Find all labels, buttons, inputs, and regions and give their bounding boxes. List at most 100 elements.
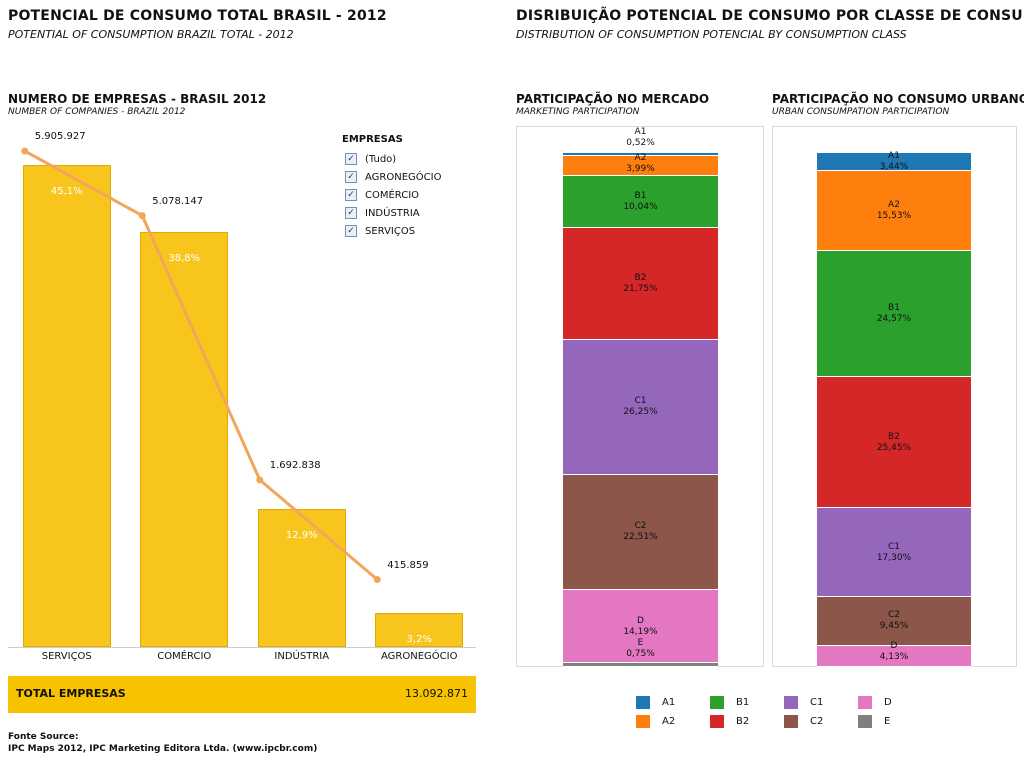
right-subtitle: DISTRIBUTION OF CONSUMPTION POTENCIAL BY… (516, 28, 907, 41)
legend-item-D: D (858, 696, 892, 709)
segment-class: A1 (634, 127, 647, 137)
checkbox-checked-icon[interactable]: ✓ (345, 171, 357, 183)
legend-item-E: E (858, 715, 890, 728)
segment-label: B1 10,04% (563, 191, 718, 213)
x-axis-line (8, 647, 476, 648)
filter-option-label: AGRONEGÓCIO (365, 171, 442, 183)
legend-label: B1 (736, 697, 750, 708)
segment-label: A1 3,44% (817, 151, 971, 173)
legend-label: E (884, 716, 891, 727)
x-tick-label: COMÉRCIO (157, 651, 212, 662)
bar-percent-label: 12,9% (285, 530, 318, 542)
legend-item-C1: C1 (784, 696, 823, 709)
segment-class: C1 (634, 396, 647, 407)
legend-item-B2: B2 (710, 715, 749, 728)
count-value-label: 415.859 (387, 559, 429, 571)
segment-class: D (637, 615, 644, 626)
urban-chart-title: PARTICIPAÇÃO NO CONSUMO URBANO (772, 92, 1024, 106)
companies-chart-title: NUMERO DE EMPRESAS - BRASIL 2012 (8, 92, 267, 106)
segment-D (563, 590, 718, 664)
segment-label: A1 0,52% (563, 127, 718, 149)
x-tick-label: SERVIÇOS (41, 651, 92, 662)
filter-option-label: COMÉRCIO (365, 189, 420, 201)
bar-0: 45,1% (22, 165, 111, 647)
bar-1: 38,8% (140, 232, 229, 647)
segment-label: C2 9,45% (817, 610, 971, 632)
segment-class: C2 (887, 610, 900, 621)
segment-value: 0,75% (626, 649, 655, 659)
segment-value: 3,99% (626, 164, 655, 174)
x-tick-label: AGRONEGÓCIO (381, 651, 458, 662)
legend-swatch (858, 696, 872, 709)
filter-option[interactable]: ✓ AGRONEGÓCIO (345, 171, 441, 183)
segment-label: B2 25,45% (817, 432, 971, 454)
count-point-0 (21, 147, 29, 155)
segment-value: 17,30% (876, 552, 912, 563)
total-value: 13.092.871 (405, 687, 468, 700)
segment-class: A2 (634, 153, 647, 163)
segment-C2 (563, 474, 718, 591)
legend-item-C2: C2 (784, 715, 823, 728)
legend-swatch (636, 696, 650, 709)
segment-B2 (817, 377, 971, 509)
count-point-2 (256, 476, 264, 484)
checkbox-checked-icon[interactable]: ✓ (345, 153, 357, 165)
segment-value: 15,53% (876, 210, 912, 221)
legend-label: C2 (810, 716, 824, 727)
urban-chart-subtitle: URBAN CONSUMPATION PARTICIPATION (772, 107, 950, 117)
count-line-svg (21, 147, 381, 584)
filter-option[interactable]: ✓ INDÚSTRIA (345, 207, 420, 219)
legend-swatch (710, 696, 724, 709)
segment-value: 26,25% (623, 407, 658, 418)
segment-label: D 4,13% (817, 641, 971, 663)
filter-title: EMPRESAS (342, 134, 403, 145)
segment-class: B1 (634, 190, 647, 201)
segment-D (817, 645, 971, 667)
right-title: DISRIBUIÇÃO POTENCIAL DE CONSUMO POR CLA… (516, 8, 1024, 24)
legend-label: C1 (810, 697, 824, 708)
bar-percent-label: 45,1% (50, 186, 83, 197)
stacked-column (563, 153, 718, 667)
segment-value: 10,04% (623, 201, 658, 212)
segment-value: 0,52% (626, 138, 655, 148)
segment-class: D (890, 641, 898, 651)
segment-E (563, 663, 718, 667)
checkbox-checked-icon[interactable]: ✓ (345, 189, 357, 201)
segment-A2 (563, 155, 718, 177)
checkbox-checked-icon[interactable]: ✓ (345, 225, 357, 237)
segment-class: C1 (887, 541, 900, 552)
segment-value: 25,45% (876, 442, 912, 453)
company-count-line (24, 149, 379, 581)
legend-swatch (784, 715, 798, 728)
segment-B2 (563, 227, 718, 340)
legend-swatch (784, 696, 798, 709)
market-participation-chart: A1 0,52% A2 3,99% B1 10,04% B2 21,75% C1 26,25% C2… (516, 126, 764, 667)
count-value-label: 1.692.838 (269, 459, 321, 471)
filter-option-label: INDÚSTRIA (365, 207, 420, 219)
checkbox-checked-icon[interactable]: ✓ (345, 207, 357, 219)
segment-class: A1 (888, 150, 900, 161)
legend-label: A1 (662, 697, 676, 708)
segment-value: 22,51% (623, 532, 658, 543)
segment-A1 (563, 153, 718, 156)
legend-label: D (884, 697, 892, 708)
filter-option[interactable]: ✓ COMÉRCIO (345, 189, 419, 201)
legend-swatch (636, 715, 650, 728)
count-point-3 (373, 576, 381, 584)
legend-item-A1: A1 (636, 696, 675, 709)
segment-label: D 14,19% (563, 616, 718, 638)
legend-item-B1: B1 (710, 696, 749, 709)
market-chart-title: PARTICIPAÇÃO NO MERCADO (516, 92, 710, 106)
segment-C1 (817, 508, 971, 598)
left-title: POTENCIAL DE CONSUMO TOTAL BRASIL - 2012 (8, 8, 387, 24)
segment-value: 4,13% (879, 652, 909, 662)
count-value-label: 5.905.927 (34, 131, 86, 142)
legend-item-A2: A2 (636, 715, 675, 728)
segment-A2 (817, 170, 971, 251)
count-point-1 (138, 212, 146, 220)
legend-swatch (858, 715, 872, 728)
segment-A1 (817, 153, 971, 171)
filter-option[interactable]: ✓ SERVIÇOS (345, 225, 415, 237)
filter-option[interactable]: ✓ (Tudo) (345, 153, 396, 165)
segment-value: 21,75% (623, 283, 658, 294)
